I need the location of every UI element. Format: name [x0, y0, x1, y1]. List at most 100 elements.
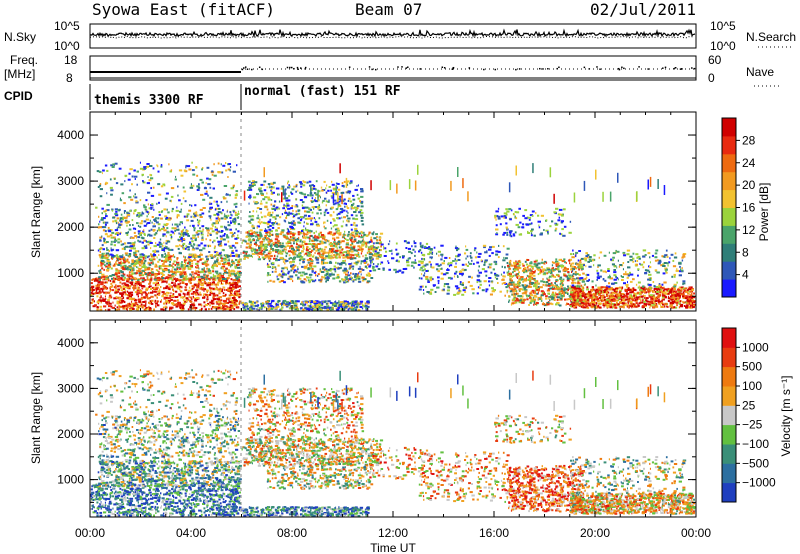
- power-cell: [187, 308, 190, 311]
- power-cell: [307, 233, 309, 235]
- power-cell: [128, 253, 132, 255]
- power-cell: [102, 169, 105, 172]
- power-cell: [217, 262, 222, 265]
- power-cell: [234, 291, 236, 293]
- freq-point: [441, 66, 444, 69]
- power-cell: [147, 243, 150, 246]
- power-cell: [558, 293, 562, 296]
- power-cell: [275, 250, 277, 253]
- power-cell: [254, 241, 257, 244]
- power-cell: [235, 193, 238, 196]
- power-cell: [379, 254, 382, 257]
- power-cell: [138, 304, 142, 307]
- power-cell: [149, 219, 151, 222]
- power-cell: [117, 264, 120, 266]
- power-cell: [312, 243, 316, 245]
- power-cell: [122, 254, 124, 257]
- power-cell: [284, 246, 287, 249]
- power-cell: [115, 269, 118, 272]
- power-cell: [354, 253, 358, 256]
- power-cell: [137, 214, 140, 217]
- power-cell: [461, 268, 465, 271]
- power-cell: [161, 255, 163, 258]
- power-cell: [483, 246, 486, 249]
- power-cell: [473, 249, 476, 252]
- power-cell: [346, 256, 350, 259]
- power-cell: [289, 275, 294, 278]
- power-cell: [506, 247, 510, 250]
- power-cell: [355, 208, 358, 211]
- power-cell: [309, 306, 313, 309]
- power-cell: [97, 186, 100, 188]
- power-cell: [323, 268, 326, 271]
- power-cell: [343, 271, 346, 274]
- power-cell: [372, 269, 377, 272]
- power-cell: [100, 261, 102, 264]
- power-cell: [161, 277, 165, 280]
- power-cell: [347, 199, 350, 202]
- power-cell: [345, 246, 349, 249]
- power-cell: [209, 201, 211, 204]
- power-cell: [256, 239, 260, 242]
- power-cell: [227, 255, 229, 258]
- power-cell: [325, 302, 328, 305]
- power-cell: [231, 297, 235, 299]
- power-cell: [271, 223, 275, 226]
- power-cell: [158, 267, 161, 270]
- power-cell: [124, 268, 128, 270]
- power-cell: [201, 282, 204, 285]
- power-cell: [258, 187, 262, 190]
- power-cell: [255, 251, 258, 254]
- power-cell: [149, 307, 152, 309]
- power-cell: [319, 304, 322, 307]
- power-cell: [354, 239, 357, 242]
- power-cell: [248, 202, 250, 205]
- power-cell: [258, 256, 260, 259]
- power-cell: [449, 264, 453, 267]
- power-cell: [177, 278, 180, 281]
- power-cell: [287, 212, 289, 215]
- power-cell: [293, 269, 297, 272]
- power-cell: [168, 263, 171, 266]
- power-cell: [283, 303, 286, 306]
- power-cell: [158, 213, 161, 216]
- power-cell: [139, 256, 143, 258]
- power-cell: [147, 273, 150, 276]
- freq-point: [618, 68, 621, 71]
- power-cell: [150, 302, 154, 305]
- power-cell: [110, 257, 113, 260]
- power-cell: [161, 291, 165, 294]
- power-cell: [336, 227, 340, 230]
- power-cell: [137, 295, 139, 298]
- power-cell: [269, 251, 272, 254]
- power-cell: [129, 245, 133, 248]
- power-cell: [164, 280, 168, 283]
- power-cell: [172, 231, 174, 234]
- power-cell: [191, 278, 196, 281]
- power-cell: [200, 233, 204, 236]
- power-cell: [216, 302, 218, 305]
- power-cell: [290, 221, 292, 224]
- power-cell: [251, 234, 255, 237]
- power-cell: [278, 245, 282, 248]
- power-cell: [401, 255, 405, 258]
- power-cell: [146, 163, 150, 165]
- power-cell: [186, 300, 188, 303]
- power-cell: [213, 262, 217, 265]
- power-cell: [443, 260, 445, 262]
- power-cell: [283, 248, 285, 251]
- power-cell: [108, 301, 110, 304]
- power-cell: [347, 180, 350, 183]
- power-cell: [289, 225, 293, 228]
- power-cell: [316, 261, 320, 264]
- power-cell: [303, 214, 307, 217]
- power-cell: [328, 274, 332, 277]
- power-cell: [171, 281, 173, 284]
- power-cell: [150, 187, 152, 190]
- power-cell: [154, 219, 157, 222]
- power-cell: [191, 253, 194, 256]
- power-cell: [280, 187, 284, 190]
- power-cell: [372, 258, 374, 261]
- power-cell: [121, 299, 125, 302]
- power-cell: [154, 218, 157, 221]
